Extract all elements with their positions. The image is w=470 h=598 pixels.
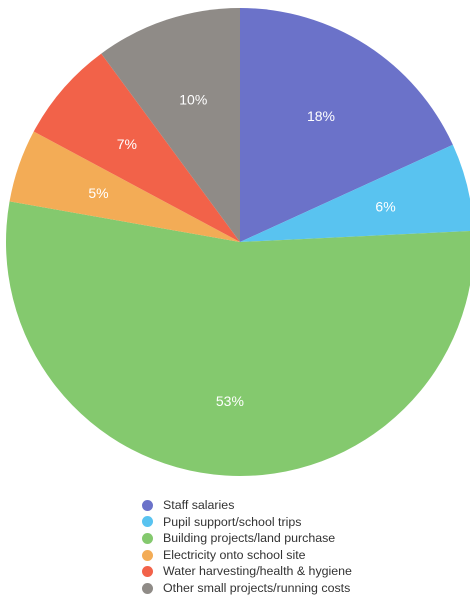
legend: Staff salaries Pupil support/school trips… [142,497,352,597]
legend-label-5: Other small projects/running costs [163,580,351,595]
pie-slice-1 [240,144,470,242]
slice-label-5: 10% [179,92,207,108]
legend-swatch-3 [142,549,153,561]
legend-swatch-2 [142,532,153,544]
legend-item-4: Water harvesting/health & hygiene [142,563,352,580]
legend-item-0: Staff salaries [142,497,352,514]
legend-label-0: Staff salaries [163,498,235,512]
slice-label-4: 7% [117,136,137,152]
legend-label-1: Pupil support/school trips [163,514,302,529]
legend-label-4: Water harvesting/health & hygiene [163,564,352,579]
pie-slices [6,8,470,476]
legend-label-3: Electricity onto school site [163,547,306,562]
legend-item-5: Other small projects/running costs [142,580,352,597]
slice-label-3: 5% [88,185,108,201]
slice-label-1: 6% [375,199,395,215]
legend-swatch-4 [142,566,153,578]
legend-item-3: Electricity onto school site [142,547,352,564]
slice-label-2: 53% [216,393,244,409]
legend-swatch-1 [142,516,153,528]
pie-slice-5 [101,8,240,242]
pie-slice-3 [9,131,240,242]
pie-labels: 18% 6% 53% 5% 7% 10% [88,92,395,409]
legend-item-1: Pupil support/school trips [142,514,352,531]
legend-swatch-5 [142,582,153,594]
pie-slice-4 [33,53,240,243]
legend-swatch-0 [142,499,153,511]
legend-label-2: Building projects/land purchase [163,531,336,546]
slice-label-0: 18% [307,108,335,124]
legend-item-2: Building projects/land purchase [142,530,352,547]
pie-slice-2 [6,201,470,476]
pie-slice-0 [240,8,453,242]
